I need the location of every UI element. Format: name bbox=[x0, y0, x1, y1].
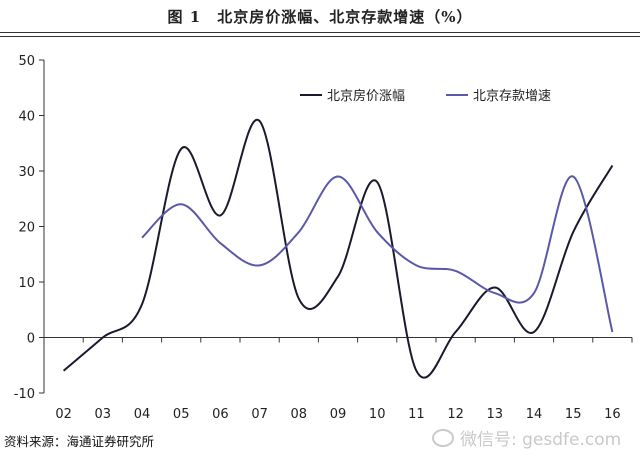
legend: 北京房价涨幅 北京存款增速 bbox=[300, 88, 551, 104]
legend-label-1: 北京房价涨幅 bbox=[327, 88, 405, 104]
x-tick-label: 02 bbox=[55, 407, 72, 422]
x-tick-label: 08 bbox=[291, 407, 308, 422]
legend-label-2: 北京存款增速 bbox=[473, 89, 551, 104]
chart-title: 图 1 北京房价涨幅、北京存款增速（%） bbox=[167, 8, 473, 26]
source-note: 资料来源：海通证券研究所 bbox=[4, 434, 155, 449]
x-tick-label: 06 bbox=[212, 407, 229, 422]
watermark-text: 微信号: gesdfe.com bbox=[460, 430, 622, 450]
y-tick-label: 30 bbox=[18, 165, 35, 180]
x-tick-label: 05 bbox=[173, 407, 190, 422]
x-tick-label: 10 bbox=[369, 407, 386, 422]
x-tick-label: 11 bbox=[408, 407, 425, 422]
x-tick-labels: 02 03 04 05 06 07 08 09 10 11 12 13 14 15 16 bbox=[55, 407, 620, 422]
wechat-logo-icon bbox=[432, 428, 454, 447]
y-tick-label: 50 bbox=[18, 54, 35, 69]
x-tick-label: 13 bbox=[487, 407, 504, 422]
y-tick-label: 0 bbox=[27, 332, 35, 347]
x-tick-label: 15 bbox=[565, 407, 582, 422]
x-tick-label: 04 bbox=[134, 407, 151, 422]
title-rule-top bbox=[0, 32, 640, 33]
x-tick-label: 09 bbox=[330, 407, 347, 422]
x-tick-label: 07 bbox=[251, 407, 268, 422]
title-rule-bottom bbox=[0, 36, 640, 37]
series-line-1 bbox=[62, 118, 614, 379]
y-tick-label: 10 bbox=[18, 276, 35, 291]
series-lines bbox=[62, 118, 614, 379]
x-tick-label: 12 bbox=[447, 407, 464, 422]
x-tick-label: 14 bbox=[526, 407, 543, 422]
y-tick-labels: -10 0 10 20 30 40 50 bbox=[14, 54, 35, 402]
axes bbox=[39, 59, 633, 394]
y-tick-label: -10 bbox=[14, 387, 35, 402]
series-line-2 bbox=[141, 175, 614, 333]
x-tick-label: 03 bbox=[95, 407, 112, 422]
y-tick-label: 40 bbox=[18, 110, 35, 125]
x-tick-label: 16 bbox=[604, 407, 621, 422]
y-tick-label: 20 bbox=[18, 221, 35, 236]
watermark: 微信号: gesdfe.com bbox=[432, 425, 621, 450]
